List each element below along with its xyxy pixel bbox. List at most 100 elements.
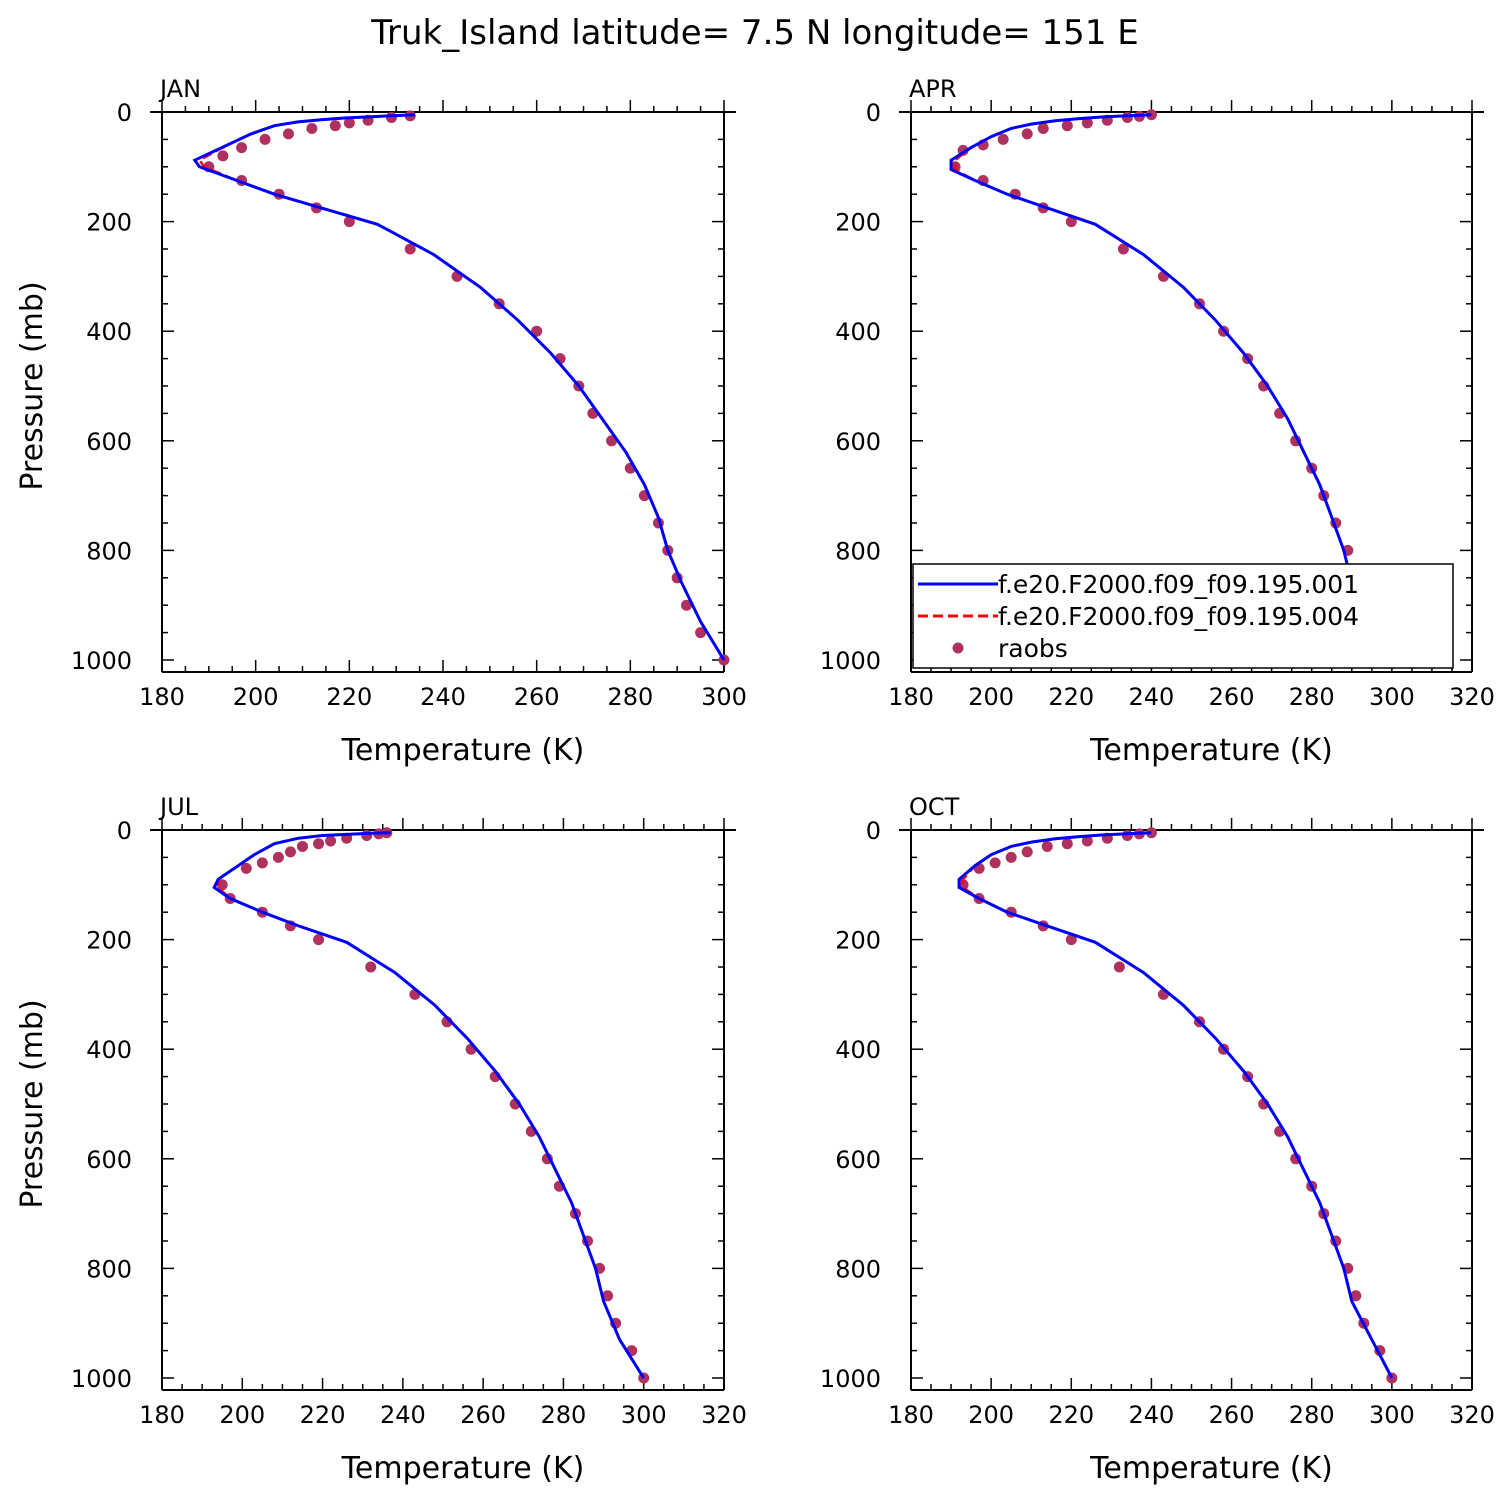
raobs-point bbox=[1021, 846, 1033, 858]
raobs-point bbox=[1061, 120, 1073, 132]
raobs-point bbox=[216, 879, 228, 891]
raobs-point bbox=[695, 627, 707, 639]
raobs-point bbox=[1065, 934, 1077, 946]
series-line-001 bbox=[192, 113, 726, 661]
y-tick-label: 800 bbox=[86, 537, 132, 565]
y-tick-label: 200 bbox=[835, 209, 881, 237]
y-tick-label: 0 bbox=[117, 817, 132, 845]
x-tick-label: 280 bbox=[1289, 1401, 1335, 1429]
panel-apr: APR 180 200 220 240 260 280 300 320 0 200 400 600 800… bbox=[820, 75, 1495, 768]
x-tick-label: 280 bbox=[1289, 683, 1335, 711]
raobs-point bbox=[240, 862, 252, 874]
y-tick-label: 600 bbox=[835, 1146, 881, 1174]
x-tick-label: 180 bbox=[139, 1401, 185, 1429]
x-tick-label: 260 bbox=[1209, 1401, 1255, 1429]
panel-label: JUL bbox=[158, 793, 199, 821]
raobs-point bbox=[297, 840, 308, 852]
figure-title: Truk_Island latitude= 7.5 N longitude= 1… bbox=[370, 13, 1139, 53]
legend-label: f.e20.F2000.f09_f09.195.001 bbox=[998, 570, 1359, 599]
x-tick-label: 240 bbox=[1129, 683, 1175, 711]
raobs-point bbox=[1061, 838, 1073, 850]
x-tick-label: 220 bbox=[300, 1401, 346, 1429]
y-tick-label: 600 bbox=[86, 428, 132, 456]
raobs-point bbox=[1005, 851, 1017, 863]
raobs-point bbox=[1350, 1290, 1362, 1302]
x-tick-label: 200 bbox=[968, 1401, 1014, 1429]
raobs-point bbox=[329, 120, 341, 132]
x-tick-label: 220 bbox=[1048, 683, 1094, 711]
raobs-point bbox=[989, 857, 1001, 869]
x-tick-label: 240 bbox=[380, 1401, 426, 1429]
x-tick-label: 200 bbox=[233, 683, 279, 711]
x-axis-label: Temperature (K) bbox=[1089, 1451, 1333, 1486]
x-tick-label: 200 bbox=[219, 1401, 265, 1429]
x-tick-label: 240 bbox=[420, 683, 466, 711]
x-tick-label: 300 bbox=[701, 683, 747, 711]
x-tick-label: 180 bbox=[888, 683, 934, 711]
y-tick-label: 1000 bbox=[71, 1365, 132, 1393]
raobs-point bbox=[1121, 829, 1133, 841]
raobs-point bbox=[997, 133, 1009, 145]
raobs-point bbox=[602, 1290, 614, 1302]
raobs-point bbox=[343, 117, 355, 129]
y-tick-label: 200 bbox=[86, 927, 132, 955]
raobs-point bbox=[313, 838, 325, 850]
y-tick-label: 600 bbox=[86, 1146, 132, 1174]
panel-label: OCT bbox=[909, 793, 960, 821]
y-tick-label: 1000 bbox=[820, 647, 881, 675]
panel-jan: JAN 180 200 220 240 260 280 300 0 200 400 600 800 100… bbox=[15, 75, 747, 768]
raobs-point bbox=[272, 851, 284, 863]
x-tick-label: 200 bbox=[968, 683, 1014, 711]
raobs-point bbox=[343, 216, 355, 228]
x-tick-label: 220 bbox=[326, 683, 372, 711]
x-tick-label: 300 bbox=[621, 1401, 667, 1429]
raobs-point bbox=[306, 122, 318, 134]
x-axis-label: Temperature (K) bbox=[341, 733, 585, 768]
raobs-point bbox=[1065, 216, 1077, 228]
y-tick-label: 200 bbox=[86, 209, 132, 237]
raobs-point bbox=[313, 934, 325, 946]
x-tick-label: 320 bbox=[1449, 683, 1495, 711]
series-line-004 bbox=[216, 831, 645, 1379]
raobs-point bbox=[217, 150, 229, 162]
y-tick-label: 400 bbox=[86, 318, 132, 346]
raobs-point bbox=[1113, 961, 1125, 973]
y-tick-label: 0 bbox=[866, 99, 881, 127]
raobs-point bbox=[404, 243, 416, 255]
legend-marker-raobs bbox=[952, 642, 964, 654]
raobs-point bbox=[256, 857, 268, 869]
y-tick-label: 800 bbox=[86, 1255, 132, 1283]
raobs-point bbox=[681, 599, 693, 611]
raobs-point bbox=[236, 142, 248, 154]
legend-label: raobs bbox=[998, 634, 1068, 663]
x-tick-label: 180 bbox=[888, 1401, 934, 1429]
y-tick-label: 1000 bbox=[71, 647, 132, 675]
raobs-point bbox=[361, 829, 373, 841]
raobs-point bbox=[284, 846, 296, 858]
x-tick-label: 280 bbox=[541, 1401, 587, 1429]
raobs-point bbox=[1121, 111, 1133, 123]
x-tick-label: 320 bbox=[1449, 1401, 1495, 1429]
raobs-point bbox=[1021, 128, 1033, 140]
raobs-point bbox=[1041, 840, 1053, 852]
y-tick-label: 200 bbox=[835, 927, 881, 955]
raobs-point bbox=[1037, 122, 1049, 134]
raobs-point bbox=[259, 133, 271, 145]
x-tick-label: 220 bbox=[1048, 1401, 1094, 1429]
y-tick-label: 0 bbox=[866, 817, 881, 845]
series-line-001 bbox=[212, 831, 645, 1379]
series-line-001 bbox=[949, 113, 1394, 661]
legend: f.e20.F2000.f09_f09.195.001 f.e20.F2000.f… bbox=[912, 563, 1454, 669]
panel-oct: OCT 180 200 220 240 260 280 300 320 0 200 400 600 800… bbox=[820, 793, 1495, 1486]
y-tick-label: 1000 bbox=[820, 1365, 881, 1393]
raobs-point bbox=[365, 961, 377, 973]
x-tick-label: 280 bbox=[607, 683, 653, 711]
raobs-point bbox=[1145, 109, 1157, 121]
x-tick-label: 260 bbox=[1209, 683, 1255, 711]
raobs-point bbox=[282, 128, 294, 140]
x-tick-label: 300 bbox=[1369, 1401, 1415, 1429]
raobs-point bbox=[1081, 117, 1093, 129]
panels: JAN 180 200 220 240 260 280 300 0 200 400 600 800 100… bbox=[15, 75, 1495, 1486]
raobs-point bbox=[1081, 835, 1093, 847]
x-axis-label: Temperature (K) bbox=[1089, 733, 1333, 768]
